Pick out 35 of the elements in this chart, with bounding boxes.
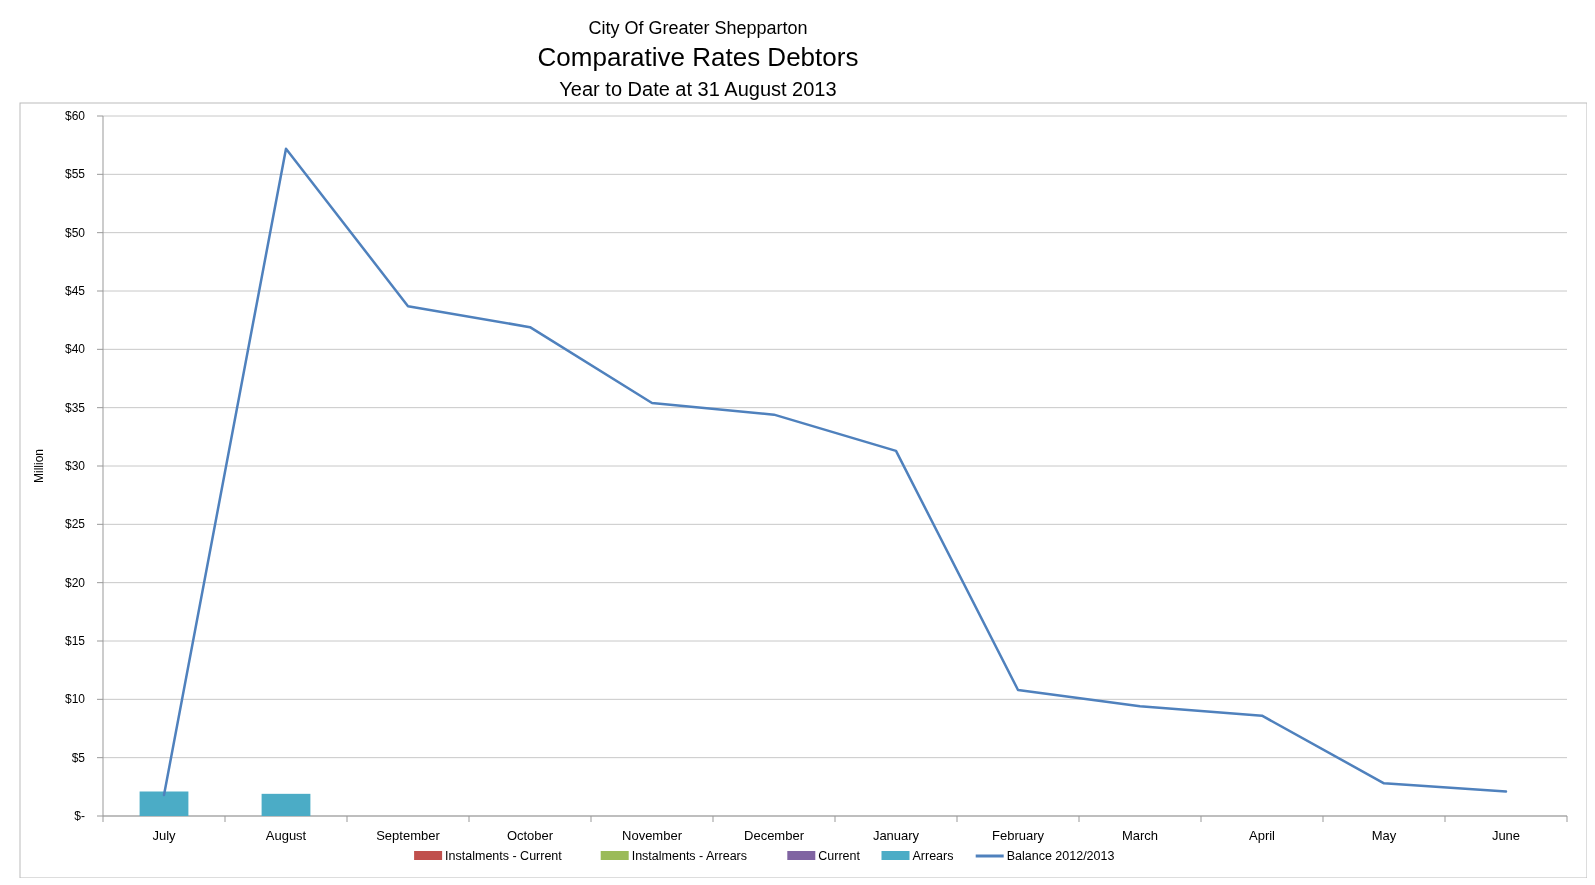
x-tick-label: May [1371,828,1397,843]
line-series [162,147,1508,797]
legend-label: Balance 2012/2013 [1006,849,1115,863]
y-tick-label: $40 [64,342,86,357]
chart-title: Comparative Rates Debtors [537,42,859,72]
x-tick-label: July [152,828,177,843]
x-tick-label: October [506,828,554,843]
y-tick-label: $30 [64,459,86,473]
y-tick-label: $10 [64,692,86,707]
legend-label: Instalments - Arrears [631,849,748,863]
y-tick-label: $15 [64,634,86,648]
y-axis-title: Million [32,448,46,484]
y-tick-label: $35 [64,400,86,415]
x-tick-label: November [622,828,683,843]
y-tick-label: $50 [64,225,86,240]
y-tick-label: $45 [64,284,86,298]
chart-subtitle: City Of Greater Shepparton [588,18,808,38]
x-tick-label: December [744,828,805,843]
y-tick-label: $55 [64,167,86,182]
x-tick-label: March [1121,828,1159,843]
x-tick-label: January [872,828,920,843]
legend-label: Instalments - Current [445,849,563,863]
y-tick-label: $- [74,809,85,823]
x-tick-label: September [376,828,441,843]
x-tick-label: June [1491,828,1521,843]
y-tick-label: $60 [64,109,86,123]
y-tick-label: $25 [64,517,86,532]
y-tick-label: $5 [71,750,86,765]
legend-label: Arrears [912,849,954,863]
x-tick-label: August [265,828,307,843]
x-tick-label: February [991,828,1045,843]
text: Year to Date at 31 August 2013 [559,78,837,100]
y-tick-label: $20 [64,575,86,590]
x-tick-label: April [1248,828,1276,843]
legend-label: Current [818,849,861,863]
